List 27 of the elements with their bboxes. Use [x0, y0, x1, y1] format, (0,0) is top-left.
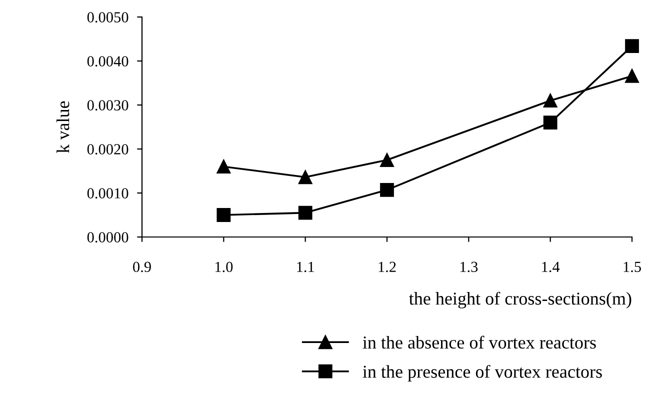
point — [625, 69, 639, 83]
x-tick-label: 1.0 — [215, 262, 233, 272]
x-tick-label: 1.3 — [460, 262, 478, 272]
x-tick-label: 1.5 — [624, 262, 641, 272]
x-tick-label: 1.2 — [378, 262, 396, 272]
point — [543, 116, 558, 130]
point — [298, 206, 312, 220]
point — [216, 208, 231, 222]
x-axis-title: the height of cross-sections(m) — [409, 292, 632, 308]
y-axis-title: k value — [56, 101, 70, 153]
x-tick-label: 1.4 — [542, 262, 560, 272]
x-tick-label: 0.9 — [133, 262, 151, 272]
legend-label: in the presence of vortex reactors — [362, 364, 602, 382]
y-tick-label: 0.0040 — [87, 56, 128, 67]
point — [543, 94, 558, 108]
point — [380, 153, 394, 167]
point — [298, 170, 312, 184]
y-tick-label: 0.0050 — [87, 12, 128, 23]
point — [625, 39, 639, 53]
point — [380, 182, 394, 197]
legend-label: in the absence of vortex reactors — [362, 336, 596, 349]
y-tick-label: 0.0010 — [87, 188, 128, 199]
point — [216, 160, 231, 174]
y-tick-label: 0.0030 — [87, 100, 128, 111]
y-tick-label: 0.0020 — [87, 144, 128, 155]
y-tick-label: 0.0000 — [87, 232, 128, 243]
x-tick-label: 1.1 — [297, 262, 314, 272]
